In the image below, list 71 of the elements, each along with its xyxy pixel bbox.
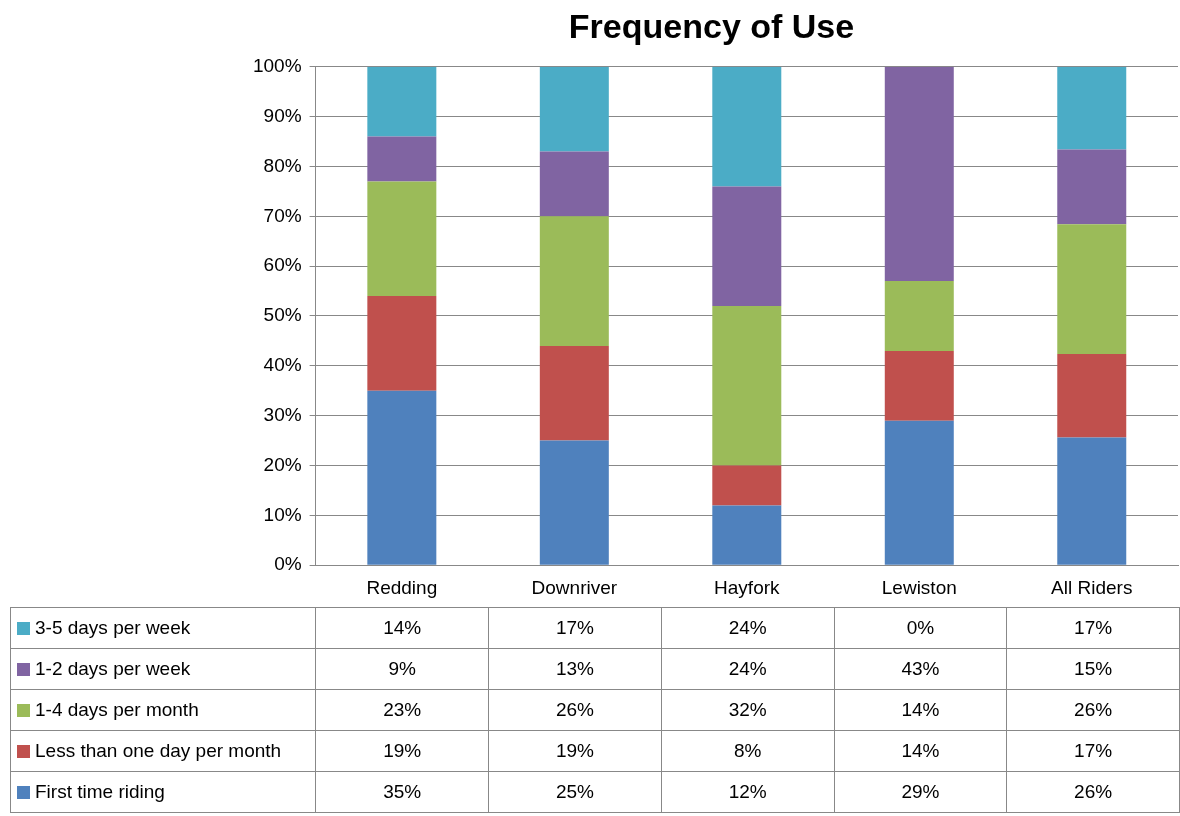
bar xyxy=(367,181,437,297)
y-tick-label: 60% xyxy=(263,254,302,276)
data-label: 14% xyxy=(834,689,1007,731)
data-label: 24% xyxy=(661,607,835,649)
bar xyxy=(712,505,782,565)
data-label: 26% xyxy=(488,689,662,731)
bar xyxy=(884,66,954,282)
bar xyxy=(539,151,609,217)
legend-label: 3-5 days per week xyxy=(10,607,316,649)
data-label: 29% xyxy=(834,771,1007,813)
data-label: 43% xyxy=(834,648,1007,690)
bar xyxy=(367,66,437,137)
bar xyxy=(884,420,954,565)
x-tick-label: Lewiston xyxy=(881,576,957,598)
y-tick-label: 70% xyxy=(263,204,302,226)
bar xyxy=(884,350,954,421)
data-label: 14% xyxy=(315,607,489,649)
bar xyxy=(367,136,437,182)
data-label: 9% xyxy=(315,648,489,690)
y-tick-label: 100% xyxy=(252,55,302,77)
data-label: 15% xyxy=(1006,648,1180,690)
y-tick-label: 40% xyxy=(263,354,302,376)
data-label: 0% xyxy=(834,607,1007,649)
y-tick-label: 20% xyxy=(263,453,302,475)
bar xyxy=(712,66,782,187)
bar xyxy=(712,306,782,466)
x-tick-label: Redding xyxy=(366,576,438,598)
bar xyxy=(1057,353,1127,438)
data-label: 17% xyxy=(488,607,662,649)
bar xyxy=(712,465,782,506)
bar xyxy=(539,216,609,346)
data-label: 17% xyxy=(1006,730,1180,772)
y-tick-label: 30% xyxy=(263,403,302,425)
bar xyxy=(1057,66,1127,150)
data-label: 12% xyxy=(661,771,835,813)
legend-label: Less than one day per month xyxy=(10,730,316,772)
bar xyxy=(539,66,609,152)
bar xyxy=(1057,149,1127,225)
x-tick-label: All Riders xyxy=(1051,576,1133,598)
data-label: 14% xyxy=(834,730,1007,772)
x-tick-label: Downriver xyxy=(531,576,618,598)
bar xyxy=(884,281,954,351)
y-tick-label: 10% xyxy=(263,503,302,525)
data-label: 32% xyxy=(661,689,835,731)
data-label: 35% xyxy=(315,771,489,813)
bar xyxy=(712,186,782,307)
data-label: 19% xyxy=(315,730,489,772)
data-label: 8% xyxy=(661,730,835,772)
chart-title: Frequency of Use xyxy=(568,6,855,45)
bar xyxy=(539,345,609,441)
x-tick-label: Hayfork xyxy=(714,576,781,598)
data-label: 26% xyxy=(1006,689,1180,731)
bar xyxy=(367,390,437,565)
y-tick-label: 90% xyxy=(263,104,302,126)
data-label: 13% xyxy=(488,648,662,690)
y-tick-label: 50% xyxy=(263,304,302,326)
bar xyxy=(539,440,609,565)
bar xyxy=(1057,224,1127,354)
y-tick-label: 80% xyxy=(263,154,302,176)
legend-label: 1-2 days per week xyxy=(10,648,316,690)
data-label: 24% xyxy=(661,648,835,690)
y-tick-label: 0% xyxy=(274,553,302,575)
data-label: 26% xyxy=(1006,771,1180,813)
bar xyxy=(1057,437,1127,565)
data-label: 17% xyxy=(1006,607,1180,649)
data-label: 19% xyxy=(488,730,662,772)
data-label: 23% xyxy=(315,689,489,731)
legend-label: First time riding xyxy=(10,771,316,813)
legend-label: 1-4 days per month xyxy=(10,689,316,731)
data-label: 25% xyxy=(488,771,662,813)
bar xyxy=(367,296,437,391)
